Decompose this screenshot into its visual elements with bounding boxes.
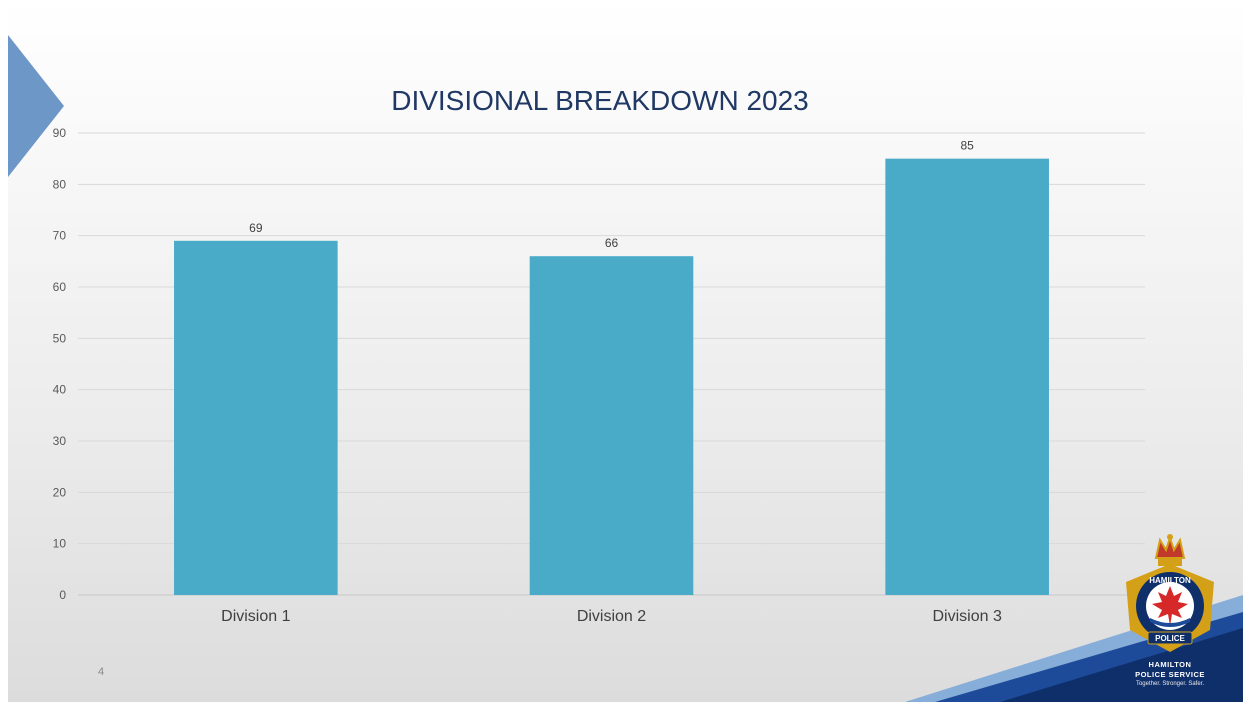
y-tick-label: 70: [53, 229, 67, 243]
bar: [885, 158, 1049, 595]
svg-text:HAMILTON: HAMILTON: [1149, 576, 1191, 585]
bar: [529, 256, 694, 595]
chart-title: DIVISIONAL BREAKDOWN 2023: [391, 85, 809, 116]
y-tick-label: 90: [53, 126, 67, 140]
crown-icon: [1154, 534, 1186, 566]
logo-text-line1: HAMILTON: [1148, 660, 1192, 669]
y-tick-label: 30: [53, 434, 67, 448]
police-badge-icon: HAMILTON POLICE: [1126, 534, 1214, 652]
logo-tagline: Together. Stronger. Safer.: [1135, 681, 1205, 687]
hamilton-police-logo: HAMILTON POLICE HAMILTON POLICE SERVICE …: [1110, 534, 1230, 696]
x-tick-label: Division 2: [577, 608, 646, 625]
slide-number: 4: [98, 666, 105, 678]
x-tick-label: Division 3: [932, 608, 1001, 625]
logo-text-line2: POLICE SERVICE: [1135, 670, 1205, 679]
y-tick-label: 60: [53, 280, 67, 294]
left-margin: [0, 0, 8, 702]
bars: 69 66 85: [174, 139, 1049, 596]
x-tick-label: Division 1: [221, 608, 290, 625]
data-label: 85: [960, 139, 974, 153]
chevron-arrow-decoration: [8, 35, 64, 177]
svg-text:POLICE: POLICE: [1155, 634, 1185, 643]
data-label: 66: [605, 236, 619, 250]
y-tick-label: 40: [53, 383, 67, 397]
y-axis: 0 10 20 30 40 50 60 70 80 90: [53, 126, 67, 602]
y-tick-label: 0: [59, 588, 66, 602]
y-tick-label: 50: [53, 331, 67, 345]
y-tick-label: 80: [53, 177, 67, 191]
data-label: 69: [249, 221, 263, 235]
y-tick-label: 10: [53, 537, 67, 551]
x-axis: Division 1 Division 2 Division 3: [221, 608, 1002, 625]
y-tick-label: 20: [53, 485, 67, 499]
bar: [174, 240, 338, 596]
